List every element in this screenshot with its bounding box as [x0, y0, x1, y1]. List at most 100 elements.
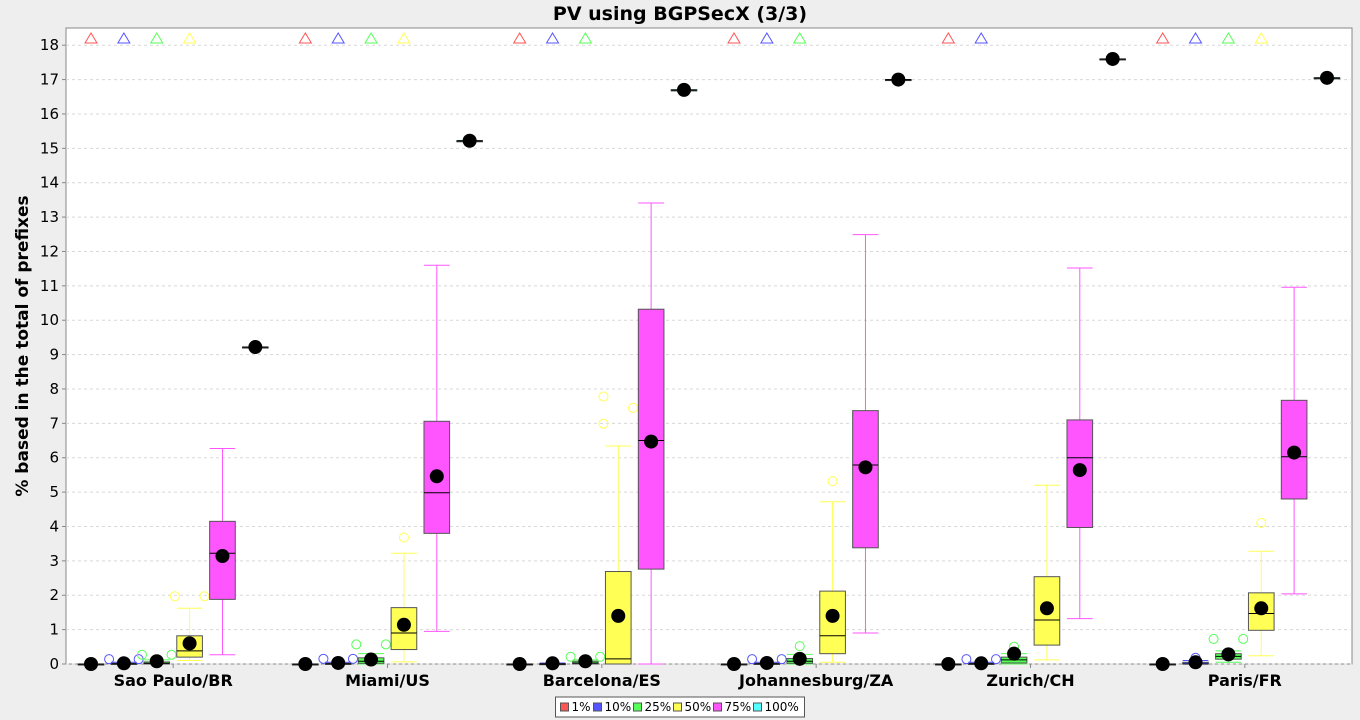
box-10pct-5 [1182, 32, 1209, 670]
mean-point [825, 608, 840, 623]
box-100pct-1 [456, 133, 483, 148]
box-10pct-4 [961, 32, 1001, 671]
y-tick-label: 3 [49, 552, 59, 570]
far-out-marker [84, 32, 98, 44]
legend-item: 10% [593, 700, 631, 714]
mean-point [941, 657, 956, 671]
y-tick-label: 8 [49, 380, 59, 398]
mean-point [331, 655, 346, 670]
far-out-marker [759, 32, 774, 44]
box-100pct-5 [1313, 70, 1341, 85]
outlier-point [565, 651, 576, 662]
mean-point [759, 655, 774, 670]
mean-point [429, 469, 444, 484]
outlier-point [598, 391, 609, 402]
mean-point [891, 72, 906, 87]
outlier-point [169, 591, 180, 602]
outlier-point [199, 591, 210, 602]
mean-point [676, 82, 691, 97]
x-category-label: Miami/US [345, 671, 430, 690]
far-out-marker [182, 32, 197, 44]
outlier-point [827, 476, 838, 487]
far-out-marker [1188, 32, 1203, 44]
y-tick-label: 7 [49, 414, 59, 432]
mean-point [1007, 646, 1022, 661]
mean-point [512, 657, 527, 671]
far-out-marker [512, 32, 527, 44]
box-50pct-3 [819, 476, 846, 663]
legend-item: 50% [673, 700, 712, 714]
box-1pct-5 [1149, 32, 1176, 671]
outlier-point [747, 654, 758, 665]
box-50pct-0 [169, 32, 210, 662]
chart-title: PV using BGPSecX (3/3) [553, 3, 807, 25]
box-1pct-4 [935, 32, 962, 671]
far-out-marker [974, 32, 989, 44]
plot-area [65, 27, 1353, 665]
y-tick-label: 0 [49, 655, 59, 673]
outlier-point [794, 641, 805, 652]
mean-point [149, 654, 164, 669]
iqr-box [852, 410, 879, 549]
box-25pct-2 [565, 32, 606, 669]
mean-point [974, 656, 989, 671]
x-category-label: Barcelona/ES [543, 671, 661, 690]
outlier-point [318, 653, 329, 664]
box-50pct-5 [1247, 32, 1275, 657]
far-out-marker [116, 32, 131, 44]
mean-point [644, 434, 659, 449]
mean-point [858, 460, 873, 475]
mean-point [545, 656, 560, 671]
box-25pct-5 [1208, 32, 1249, 663]
legend-swatch [560, 702, 569, 712]
y-tick-label: 14 [40, 174, 59, 192]
y-tick-label: 16 [40, 105, 59, 123]
legend-label: 25% [645, 700, 672, 714]
box-75pct-1 [423, 264, 451, 632]
outlier-point [136, 649, 147, 660]
box-100pct-3 [885, 72, 912, 87]
mean-point [1155, 657, 1170, 671]
legend-label: 1% [572, 700, 591, 714]
y-axis-label: % based in the total of prefixes [13, 195, 33, 496]
mean-point [84, 657, 99, 671]
legend-label: 50% [685, 700, 712, 714]
legend: 1% 10% 25% 50% 75% 100% [555, 696, 805, 718]
legend-label: 100% [765, 700, 799, 714]
grid-lines [66, 44, 1352, 665]
outlier-point [347, 653, 358, 664]
outlier-point [598, 418, 609, 429]
mean-point [727, 657, 742, 671]
mean-point [1221, 647, 1236, 662]
legend-swatch [713, 702, 722, 712]
outlier-point [166, 649, 177, 660]
far-out-marker [298, 32, 313, 44]
far-out-marker [545, 32, 560, 44]
mean-point [1254, 601, 1269, 616]
legend-swatch [593, 702, 602, 712]
box-25pct-0 [136, 32, 177, 669]
box-1pct-3 [720, 32, 748, 671]
legend-item: 1% [560, 700, 591, 714]
far-out-marker [397, 32, 411, 44]
mean-point [182, 636, 197, 651]
outlier-point [351, 639, 362, 650]
legend-label: 75% [725, 700, 752, 714]
box-50pct-4 [1033, 484, 1061, 661]
y-tick-label: 9 [49, 346, 59, 364]
far-out-marker [1155, 32, 1170, 44]
box-75pct-5 [1280, 286, 1308, 595]
outlier-point [990, 654, 1001, 665]
far-out-marker [149, 32, 164, 44]
outlier-point [1208, 633, 1219, 644]
legend-item: 25% [633, 700, 672, 714]
y-tick-label: 13 [40, 208, 59, 226]
legend-item: 75% [713, 700, 752, 714]
box-10pct-1 [318, 32, 358, 670]
box-25pct-4 [1000, 641, 1028, 665]
y-tick-label: 12 [40, 242, 59, 260]
mean-point [215, 549, 230, 564]
box-75pct-0 [209, 447, 236, 656]
